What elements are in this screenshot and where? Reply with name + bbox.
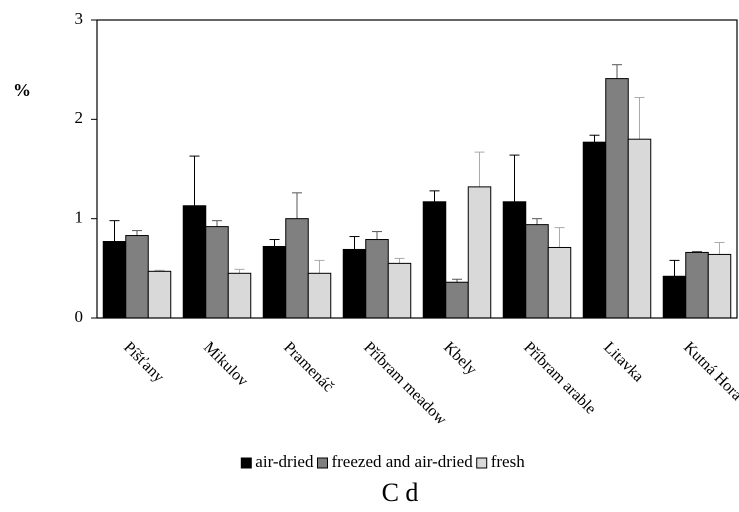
y-tick-label: 3 [75,9,84,28]
bar [582,141,607,319]
x-tick-label: Kutná Hora [680,339,739,404]
bar [467,186,492,319]
bar [182,205,207,319]
x-tick-label: Pramenáč [280,339,337,396]
bar [147,270,172,319]
x-tick-label: Mikulov [200,339,251,390]
bar [525,224,549,319]
chart-title: C d [382,478,419,507]
bar [662,275,687,319]
x-tick-label: Kbely [440,339,480,379]
y-tick-label: 2 [75,108,84,127]
bar [502,201,527,319]
bar [205,226,229,319]
legend-swatch [240,457,252,469]
bar [285,218,309,319]
y-tick-label: 0 [75,307,84,326]
bar [605,78,629,319]
bar [445,281,469,319]
bar [307,272,332,319]
legend-label: air-dried [255,452,314,471]
x-tick-label: Příbram arable [520,339,599,418]
bar [685,251,709,319]
x-tick-label: Litavka [600,339,647,386]
y-axis-label: % [13,80,31,100]
bar [365,239,389,319]
legend-swatch [316,457,328,469]
bar [547,246,572,319]
legend-label: freezed and air-dried [331,452,473,471]
bar [102,241,127,319]
bar [262,245,287,319]
legend-swatch [476,457,488,469]
x-tick-label: Příbram meadow [360,339,450,429]
bar [627,138,652,319]
bar [342,248,367,319]
y-tick-label: 1 [75,208,84,227]
bar [422,201,447,319]
bar [387,262,412,319]
bar [707,253,732,319]
bar [227,272,252,319]
bar [125,235,149,319]
plot-frame [96,19,738,319]
legend-label: fresh [491,452,525,471]
x-tick-label: Píšťany [120,339,167,386]
